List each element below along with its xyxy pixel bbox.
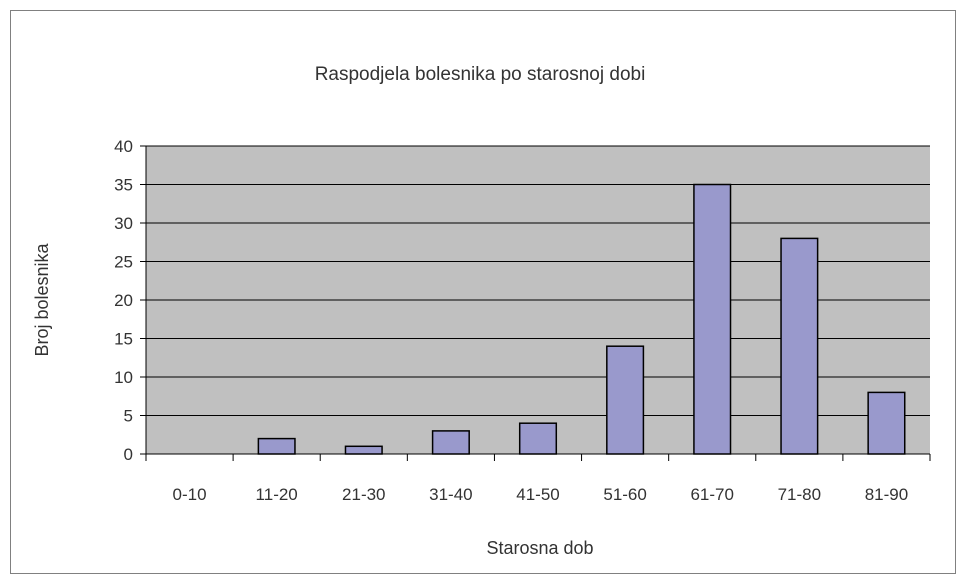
- x-axis-label: Starosna dob: [486, 538, 593, 558]
- y-tick-labels: 0 5 10 15 20 25 30 35 40: [114, 137, 133, 464]
- y-tick-label: 0: [124, 445, 133, 464]
- bar-61-70: [693, 183, 732, 455]
- bar-31-40: [431, 430, 470, 455]
- chart-title: Raspodjela bolesnika po starosnoj dobi: [315, 64, 646, 85]
- y-tick-label: 5: [124, 407, 133, 426]
- axes: [140, 145, 931, 461]
- x-tick-label: 11-20: [256, 485, 298, 504]
- bar-11-20: [257, 437, 296, 455]
- x-tick-labels: 0-10 11-20 21-30 31-40 41-50 51-60 61-70 71-80 8…: [173, 485, 909, 504]
- x-tick-label: 0-10: [173, 485, 207, 504]
- x-tick-label: 51-60: [603, 485, 646, 504]
- y-tick-label: 20: [114, 291, 133, 310]
- x-tick-label: 81-90: [865, 485, 908, 504]
- bar-21-30: [344, 445, 383, 455]
- x-tick-label: 31-40: [429, 485, 472, 504]
- y-tick-label: 10: [114, 368, 133, 387]
- bar-41-50: [518, 422, 558, 455]
- y-axis-label: Broj bolesnika: [32, 242, 52, 356]
- x-tick-label: 61-70: [690, 485, 733, 504]
- bar-81-90: [867, 391, 906, 455]
- y-tick-label: 40: [114, 137, 133, 156]
- y-tick-label: 25: [114, 253, 133, 272]
- bar-71-80: [780, 237, 819, 455]
- x-tick-label: 21-30: [342, 485, 385, 504]
- y-tick-label: 35: [114, 176, 133, 195]
- x-tick-label: 71-80: [778, 485, 821, 504]
- bar-51-60: [606, 345, 645, 455]
- y-tick-label: 15: [114, 330, 133, 349]
- y-tick-label: 30: [114, 214, 133, 233]
- x-tick-label: 41-50: [516, 485, 559, 504]
